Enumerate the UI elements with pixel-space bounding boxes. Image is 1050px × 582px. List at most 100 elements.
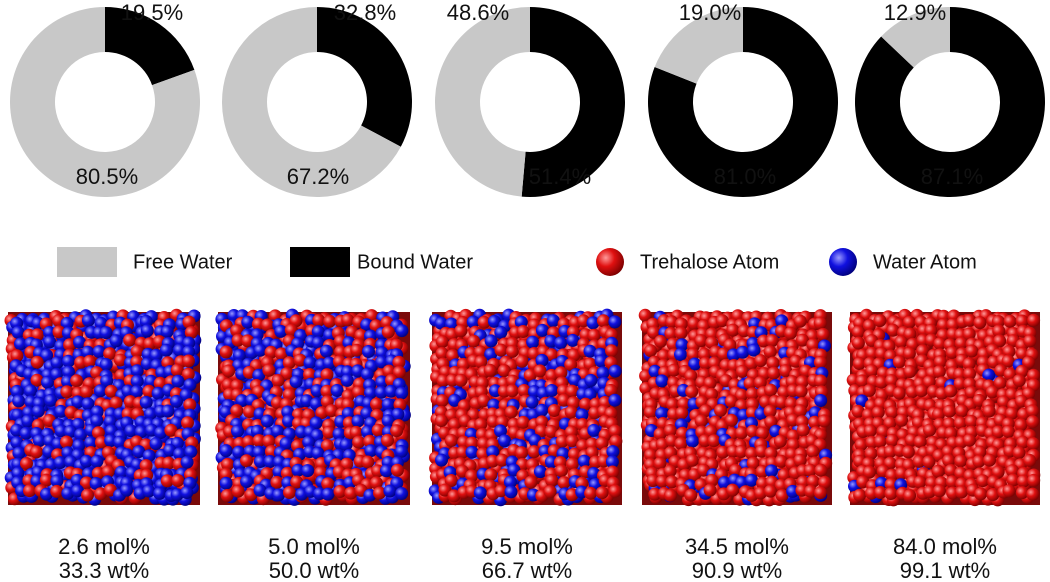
trehalose-atom bbox=[854, 438, 868, 452]
trehalose-atom bbox=[523, 368, 537, 382]
trehalose-atom bbox=[813, 486, 827, 500]
water-atom bbox=[375, 355, 389, 369]
water-atom bbox=[648, 364, 662, 378]
water-atom bbox=[81, 397, 95, 411]
trehalose-atom bbox=[663, 424, 677, 437]
trehalose-atom bbox=[1002, 484, 1016, 498]
trehalose-atom bbox=[454, 324, 468, 338]
water-atom bbox=[291, 463, 305, 477]
trehalose-atom bbox=[494, 484, 508, 498]
legend-label: Free Water bbox=[133, 251, 233, 273]
trehalose-atom bbox=[1003, 314, 1017, 328]
trehalose-atom bbox=[644, 344, 657, 358]
trehalose-atom bbox=[1005, 406, 1019, 420]
water-atom bbox=[674, 348, 687, 361]
trehalose-atom bbox=[230, 404, 244, 418]
water-atom bbox=[90, 414, 104, 427]
trehalose-atom bbox=[1012, 446, 1026, 460]
trehalose-atom bbox=[874, 375, 888, 389]
trehalose-atom bbox=[456, 445, 470, 459]
trehalose-atom bbox=[864, 447, 878, 460]
trehalose-atom bbox=[283, 486, 296, 499]
trehalose-atom bbox=[933, 355, 947, 369]
trehalose-atom bbox=[83, 354, 97, 368]
legend-sphere bbox=[596, 248, 624, 276]
trehalose-atom bbox=[104, 384, 118, 398]
trehalose-atom bbox=[444, 474, 458, 487]
trehalose-atom bbox=[565, 384, 579, 398]
trehalose-atom bbox=[63, 338, 77, 352]
trehalose-atom bbox=[724, 413, 738, 427]
trehalose-atom bbox=[931, 464, 945, 478]
trehalose-atom bbox=[164, 423, 178, 437]
trehalose-atom bbox=[903, 489, 917, 502]
trehalose-atom bbox=[1027, 313, 1041, 327]
trehalose-atom bbox=[293, 353, 307, 367]
trehalose-atom bbox=[568, 447, 581, 461]
trehalose-atom bbox=[555, 434, 569, 448]
trehalose-atom bbox=[955, 404, 969, 418]
trehalose-atom bbox=[505, 384, 519, 398]
water-atom bbox=[311, 446, 325, 460]
trehalose-atom bbox=[885, 374, 898, 388]
water-atom bbox=[545, 384, 559, 397]
trehalose-atom bbox=[262, 363, 276, 377]
trehalose-atom bbox=[392, 365, 406, 379]
mol-caption: 34.5 mol% bbox=[685, 534, 789, 559]
water-atom bbox=[120, 483, 133, 497]
trehalose-atom bbox=[139, 459, 153, 473]
water-atom bbox=[241, 315, 255, 329]
trehalose-atom bbox=[448, 417, 462, 431]
trehalose-atom bbox=[113, 353, 127, 367]
donut-wedge bbox=[855, 7, 1045, 197]
trehalose-atom bbox=[892, 355, 906, 369]
trehalose-atom bbox=[694, 414, 708, 428]
percent-label: 67.2% bbox=[287, 164, 349, 189]
trehalose-atom bbox=[734, 445, 748, 458]
water-atom bbox=[605, 455, 619, 469]
water-atom bbox=[655, 374, 669, 388]
trehalose-atom bbox=[290, 475, 304, 489]
trehalose-atom bbox=[322, 425, 336, 439]
water-atom bbox=[12, 394, 26, 408]
water-atom bbox=[180, 486, 194, 499]
wt-caption: 99.1 wt% bbox=[900, 558, 991, 582]
trehalose-atom bbox=[370, 397, 383, 411]
water-atom bbox=[92, 345, 106, 359]
trehalose-atom bbox=[806, 474, 820, 488]
trehalose-atom bbox=[557, 476, 571, 490]
trehalose-atom bbox=[183, 398, 197, 412]
water-atom bbox=[271, 424, 285, 438]
trehalose-atom bbox=[517, 384, 531, 397]
trehalose-atom bbox=[855, 374, 869, 388]
water-atom bbox=[765, 464, 778, 478]
water-atom bbox=[360, 367, 374, 381]
water-atom bbox=[486, 445, 500, 459]
water-atom bbox=[745, 473, 758, 487]
percent-label: 48.6% bbox=[447, 0, 509, 25]
trehalose-atom bbox=[30, 373, 44, 387]
water-atom bbox=[583, 344, 597, 358]
trehalose-atom bbox=[763, 404, 777, 418]
water-atom bbox=[487, 314, 501, 328]
water-atom bbox=[151, 386, 165, 400]
water-atom bbox=[384, 384, 398, 398]
trehalose-atom bbox=[715, 314, 729, 328]
water-atom bbox=[375, 375, 389, 389]
trehalose-atom bbox=[902, 347, 916, 360]
trehalose-atom bbox=[109, 396, 123, 410]
water-atom bbox=[160, 325, 174, 339]
trehalose-atom bbox=[743, 376, 757, 390]
trehalose-atom bbox=[895, 413, 909, 427]
water-atom bbox=[546, 314, 560, 328]
trehalose-atom bbox=[10, 349, 24, 363]
donut-charts: 80.5% 19.5% 67.2% 32.8% 48.6% 51.4% 19.0% 81.0%… bbox=[10, 0, 1045, 198]
trehalose-atom bbox=[763, 345, 777, 359]
trehalose-atom bbox=[962, 357, 976, 371]
trehalose-atom bbox=[1027, 473, 1041, 487]
trehalose-atom bbox=[653, 456, 667, 470]
trehalose-atom bbox=[323, 314, 337, 328]
trehalose-atom bbox=[608, 484, 622, 498]
water-atom bbox=[130, 374, 144, 388]
